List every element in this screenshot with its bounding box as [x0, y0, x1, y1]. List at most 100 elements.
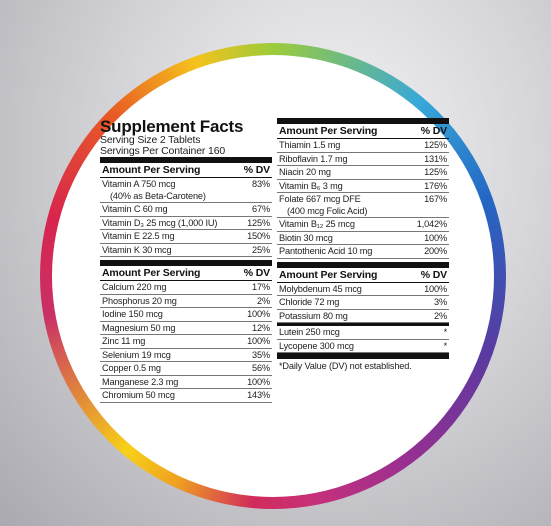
- nutrient-note: (40% as Beta-Carotene): [110, 190, 206, 201]
- daily-value: 125%: [424, 140, 447, 150]
- daily-value: 67%: [252, 204, 270, 214]
- nutrient-amount: Copper 0.5 mg: [102, 363, 161, 373]
- nutrient-row: Thiamin 1.5 mg 125%: [277, 139, 449, 153]
- nutrient-amount: Manganese 2.3 mg: [102, 376, 179, 387]
- nutrient-row: Chromium 50 mcg 143%: [100, 389, 272, 403]
- daily-value: 2%: [434, 310, 447, 321]
- nutrient-amount: Vitamin B₁₂ 25 mcg: [279, 219, 355, 229]
- daily-value: *: [443, 340, 448, 351]
- facts-section: Amount Per Serving % DV Vitamin A 750 mcg(…: [100, 157, 272, 257]
- nutrient-amount: Vitamin K 30 mcg: [102, 244, 172, 255]
- daily-value: 125%: [424, 167, 447, 177]
- nutrient-row: Phosphorus 20 mg 2%: [100, 295, 272, 308]
- nutrient-name: Niacin 20 mg: [279, 167, 331, 179]
- nutrient-name: Magnesium 50 mg: [102, 323, 175, 335]
- nutrient-name: Calcium 220 mg: [102, 282, 166, 294]
- nutrient-row: Chloride 72 mg 3%: [277, 296, 449, 310]
- nutrient-amount: Vitamin D₃ 25 mcg (1,000 IU): [102, 217, 218, 228]
- nutrient-row: Vitamin K 30 mcg 25%: [100, 244, 272, 257]
- amount-header: Amount Per Serving: [279, 125, 378, 137]
- nutrient-name: Phosphorus 20 mg: [102, 296, 177, 308]
- nutrient-amount: Chloride 72 mg: [279, 297, 340, 307]
- nutrient-name: Copper 0.5 mg: [102, 363, 161, 375]
- nutrient-row: Pantothenic Acid 10 mg 200%: [277, 245, 449, 259]
- daily-value: 100%: [247, 376, 270, 387]
- nutrient-name: Vitamin C 60 mg: [102, 204, 168, 216]
- right-panel: Amount Per Serving % DV Thiamin 1.5 mg 125%…: [277, 118, 449, 377]
- nutrient-name: Vitamin E 22.5 mg: [102, 231, 175, 243]
- nutrient-amount: Niacin 20 mg: [279, 167, 331, 177]
- nutrient-row: Lycopene 300 mcg *: [277, 340, 449, 353]
- dv-header: % DV: [420, 125, 447, 137]
- nutrient-name: Vitamin D₃ 25 mcg (1,000 IU): [102, 218, 217, 230]
- daily-value: 100%: [424, 283, 447, 294]
- section-header: Amount Per Serving % DV: [100, 157, 272, 178]
- nutrient-row: Magnesium 50 mg 12%: [100, 322, 272, 335]
- nutrient-name: Folate 667 mcg DFE (400 mcg Folic Acid): [279, 194, 367, 217]
- nutrient-row: Vitamin B₁₂ 25 mcg 1,042%: [277, 218, 449, 232]
- daily-value: 150%: [247, 231, 270, 241]
- daily-value: 3%: [434, 297, 447, 307]
- nutrient-row: Potassium 80 mg 2%: [277, 310, 449, 323]
- nutrient-amount: Folate 667 mcg DFE: [279, 194, 361, 204]
- nutrient-row: Vitamin A 750 mcg (40% as Beta-Carotene) 8…: [100, 178, 272, 203]
- nutrient-amount: Riboflavin 1.7 mg: [279, 153, 348, 164]
- nutrient-name: Selenium 19 mcg: [102, 350, 171, 362]
- daily-value: 83%: [252, 179, 270, 189]
- nutrient-name: Chloride 72 mg: [279, 297, 339, 309]
- nutrient-name: Vitamin A 750 mcg (40% as Beta-Carotene): [102, 179, 206, 202]
- nutrient-name: Vitamin B₁₂ 25 mcg: [279, 219, 355, 231]
- daily-value: 125%: [247, 217, 270, 228]
- nutrient-name: Thiamin 1.5 mg: [279, 140, 340, 152]
- nutrient-amount: Iodine 150 mcg: [102, 309, 163, 319]
- nutrient-row: Niacin 20 mg 125%: [277, 166, 449, 180]
- nutrient-name: Potassium 80 mg: [279, 311, 348, 323]
- daily-value: 131%: [424, 153, 447, 164]
- daily-value: 100%: [247, 336, 270, 346]
- facts-section: Amount Per Serving % DV Thiamin 1.5 mg 125%…: [277, 118, 449, 259]
- daily-value: 100%: [424, 232, 447, 243]
- daily-value: 2%: [257, 295, 270, 306]
- nutrient-row: Molybdenum 45 mcg 100%: [277, 283, 449, 296]
- nutrient-row: Selenium 19 mcg 35%: [100, 349, 272, 362]
- nutrient-amount: Biotin 30 mcg: [279, 232, 333, 243]
- nutrient-amount: Chromium 50 mcg: [102, 390, 175, 400]
- nutrient-name: Lutein 250 mcg: [279, 327, 340, 339]
- section-header: Amount Per Serving % DV: [277, 261, 449, 283]
- nutrient-row: Biotin 30 mcg 100%: [277, 232, 449, 245]
- dv-header: % DV: [420, 268, 447, 281]
- section-header: Amount Per Serving % DV: [100, 260, 272, 281]
- nutrient-row: Vitamin C 60 mg 67%: [100, 203, 272, 217]
- left-panel: Supplement Facts Serving Size 2 Tablets …: [100, 118, 272, 406]
- nutrient-amount: Magnesium 50 mg: [102, 322, 176, 333]
- serving-size: Serving Size 2 Tablets: [100, 134, 201, 146]
- title: Supplement Facts: [100, 117, 244, 136]
- nutrient-amount: Vitamin C 60 mg: [102, 204, 168, 214]
- footnote: *Daily Value (DV) not established.: [277, 353, 449, 374]
- nutrient-name: Riboflavin 1.7 mg: [279, 153, 348, 166]
- nutrient-row: Vitamin B₆ 3 mg 176%: [277, 180, 449, 193]
- nutrient-amount: Pantothenic Acid 10 mg: [279, 246, 373, 256]
- nutrient-name: Vitamin K 30 mcg: [102, 244, 172, 257]
- daily-value: 100%: [247, 309, 270, 319]
- nutrient-row: Vitamin D₃ 25 mcg (1,000 IU) 125%: [100, 217, 272, 230]
- daily-value: 143%: [247, 390, 270, 400]
- daily-value: 12%: [252, 322, 270, 333]
- facts-section: Amount Per Serving % DV Calcium 220 mg 17% P…: [100, 260, 272, 403]
- nutrient-amount: Vitamin B₆ 3 mg: [279, 180, 343, 191]
- nutrient-row: Lutein 250 mcg *: [277, 323, 449, 340]
- nutrient-amount: Vitamin A 750 mcg: [102, 179, 176, 189]
- nutrient-amount: Potassium 80 mg: [279, 310, 348, 321]
- nutrient-amount: Molybdenum 45 mcg: [279, 283, 362, 294]
- nutrient-name: Molybdenum 45 mcg: [279, 284, 362, 296]
- nutrient-name: Biotin 30 mcg: [279, 233, 333, 245]
- daily-value: 17%: [252, 282, 270, 292]
- nutrient-row: Manganese 2.3 mg 100%: [100, 376, 272, 389]
- nutrient-amount: Selenium 19 mcg: [102, 349, 171, 360]
- nutrient-row: Zinc 11 mg 100%: [100, 335, 272, 349]
- nutrient-row: Iodine 150 mcg 100%: [100, 308, 272, 322]
- nutrient-row: Calcium 220 mg 17%: [100, 281, 272, 295]
- white-disc: [52, 55, 494, 497]
- nutrient-name: Vitamin B₆ 3 mg: [279, 181, 343, 193]
- nutrient-amount: Phosphorus 20 mg: [102, 295, 177, 306]
